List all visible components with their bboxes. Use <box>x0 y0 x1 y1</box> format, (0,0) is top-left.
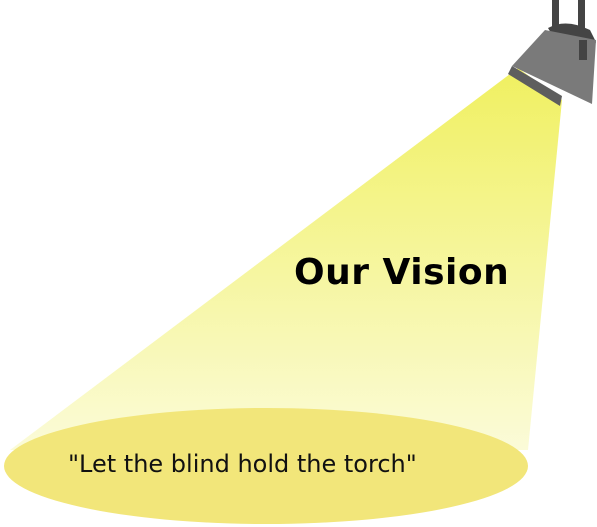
light-pool-ellipse <box>4 408 528 524</box>
spotlight-lamp-icon <box>508 0 596 106</box>
vision-heading: Our Vision <box>294 252 510 293</box>
vision-quote: "Let the blind hold the torch" <box>68 450 417 478</box>
light-beam <box>10 68 562 450</box>
